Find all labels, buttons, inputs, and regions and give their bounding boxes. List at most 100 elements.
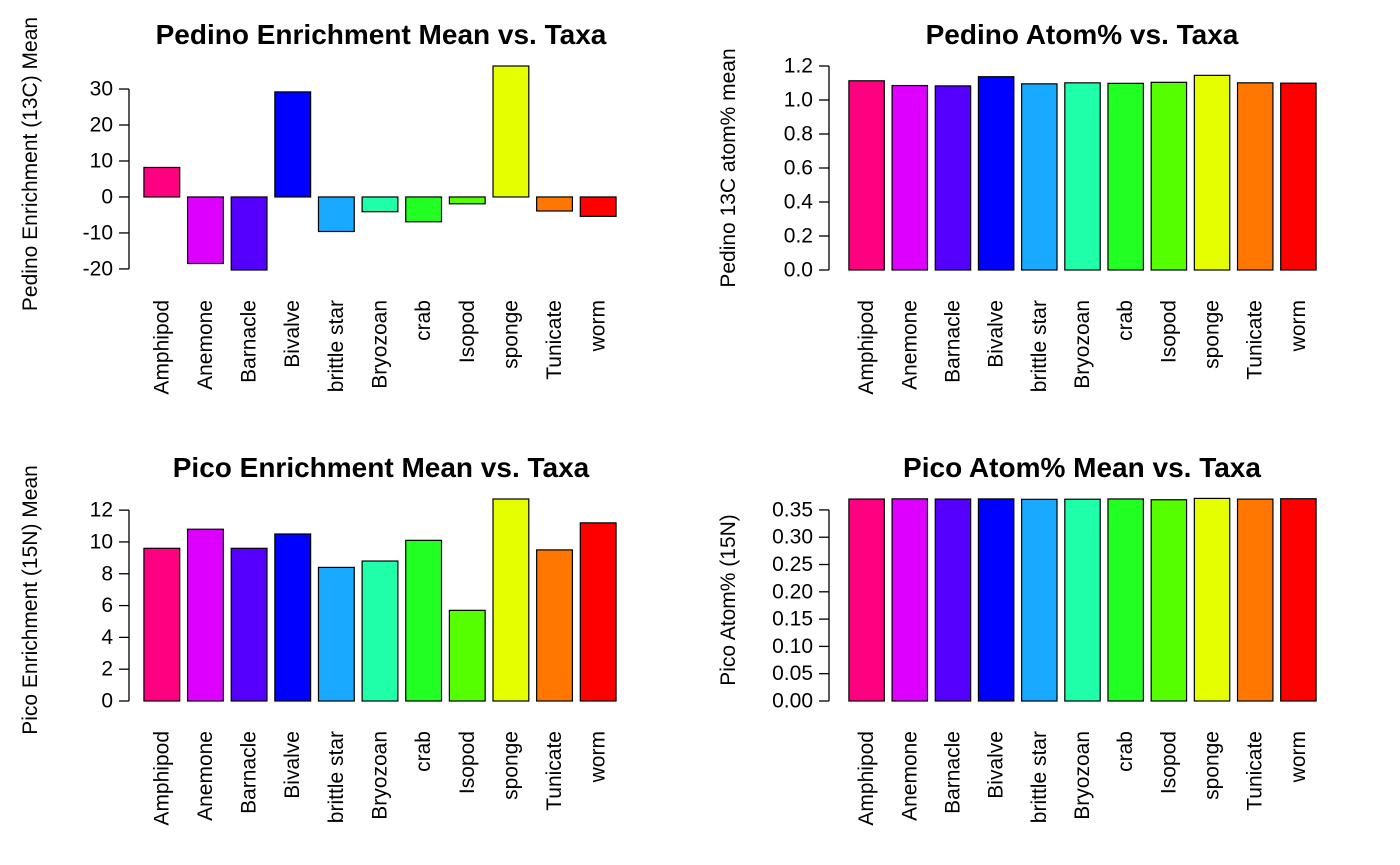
x-category-label: Barnacle: [238, 300, 261, 383]
bar-worm: [579, 522, 617, 702]
x-category-label: Tunicate: [543, 300, 566, 380]
chart-panel-1: Pedino Enrichment Mean vs. Taxa Pedino En…: [19, 17, 617, 395]
y-tick-label: 0.20: [772, 580, 813, 603]
y-tick-label: 4: [101, 626, 113, 649]
y-tick-label: 0.2: [784, 225, 813, 248]
chart-title: Pico Atom% Mean vs. Taxa: [903, 452, 1261, 483]
bar-isopod: [448, 609, 486, 702]
x-category-label: crab: [412, 731, 435, 772]
y-tick-label: -20: [83, 257, 113, 280]
chart-panel-2: Pedino Atom% vs. Taxa Pedino 13C atom% me…: [717, 19, 1317, 395]
x-category-label: Barnacle: [941, 731, 964, 814]
y-tick-label: 0.35: [772, 498, 813, 521]
y-tick-label: 1.2: [784, 55, 813, 78]
bar-tunicate: [536, 549, 574, 702]
bar-barnacle: [934, 498, 972, 702]
x-category-label: Anemone: [898, 731, 921, 821]
x-category-label: crab: [412, 300, 435, 341]
y-tick-label: 8: [101, 562, 113, 585]
y-tick-label: 10: [90, 530, 113, 553]
y-tick-label: 0.00: [772, 690, 813, 713]
bar-brittle-star: [1021, 83, 1058, 271]
x-category-label: Bivalve: [281, 300, 304, 368]
bar-bryozoan: [1064, 498, 1101, 702]
y-tick-label: 0.15: [772, 608, 813, 631]
x-category-label: worm: [587, 731, 610, 783]
bar-brittle-star: [317, 566, 355, 702]
x-category-label: Isopod: [456, 731, 479, 794]
x-category-label: Bryozoan: [1071, 300, 1094, 389]
x-category-label: Bivalve: [985, 300, 1008, 368]
x-category-label: Anemone: [194, 731, 217, 821]
bar-amphipod: [848, 80, 885, 271]
x-category-label: Amphipod: [150, 731, 173, 826]
y-tick-label: 0.4: [784, 191, 814, 214]
chart-title: Pedino Enrichment Mean vs. Taxa: [156, 19, 607, 50]
bar-barnacle: [230, 547, 268, 702]
y-axis-title: Pedino 13C atom% mean: [717, 48, 740, 287]
bar-bryozoan: [1064, 82, 1101, 271]
x-category-label: brittle star: [1028, 300, 1051, 392]
x-category-label: crab: [1114, 731, 1137, 772]
x-category-label: crab: [1114, 300, 1137, 341]
bar-tunicate: [536, 196, 574, 212]
bar-isopod: [1150, 499, 1188, 702]
y-axis-title: Pico Enrichment (15N) Mean: [19, 465, 42, 735]
y-axis-title: Pico Atom% (15N): [717, 514, 740, 686]
y-tick-label: 0.10: [772, 635, 813, 658]
x-category-label: Bryozoan: [1071, 731, 1094, 820]
x-category-label: worm: [587, 300, 610, 352]
x-category-label: Bryozoan: [369, 731, 392, 820]
chart-title: Pico Enrichment Mean vs. Taxa: [173, 452, 590, 483]
bar-bivalve: [274, 533, 312, 702]
y-tick-label: 1.0: [784, 89, 813, 112]
x-category-label: Tunicate: [543, 731, 566, 811]
x-category-label: Amphipod: [855, 731, 878, 826]
y-tick-label: 0.0: [784, 259, 813, 282]
bar-anemone: [186, 528, 224, 702]
x-category-label: brittle star: [325, 300, 348, 392]
bar-tunicate: [1236, 498, 1274, 702]
bar-crab: [1107, 82, 1144, 271]
bar-sponge: [1193, 74, 1231, 271]
x-category-label: sponge: [499, 731, 522, 800]
y-tick-label: 0: [101, 185, 113, 208]
bar-bivalve: [977, 76, 1015, 271]
bar-crab: [405, 539, 443, 702]
bar-worm: [1280, 498, 1317, 702]
bar-barnacle: [934, 85, 972, 271]
bar-worm: [1280, 82, 1317, 271]
x-category-label: Barnacle: [238, 731, 261, 814]
bar-anemone: [186, 196, 224, 265]
x-category-label: sponge: [499, 300, 522, 369]
bar-anemone: [891, 84, 929, 271]
bar-brittle-star: [317, 196, 355, 233]
bar-sponge: [492, 65, 530, 198]
chart-title: Pedino Atom% vs. Taxa: [926, 19, 1239, 50]
bar-amphipod: [848, 498, 885, 702]
y-tick-label: -10: [83, 221, 113, 244]
bar-brittle-star: [1021, 498, 1058, 702]
x-category-label: Tunicate: [1244, 300, 1267, 380]
x-category-label: worm: [1287, 300, 1310, 352]
x-category-label: Anemone: [898, 300, 921, 390]
bar-worm: [579, 196, 617, 217]
x-category-label: Tunicate: [1244, 731, 1267, 811]
y-axis-title: Pedino Enrichment (13C) Mean: [19, 17, 42, 311]
bar-tunicate: [1236, 82, 1274, 271]
bar-crab: [405, 196, 443, 223]
x-category-label: Amphipod: [855, 300, 878, 395]
x-category-label: Isopod: [456, 300, 479, 363]
bar-bivalve: [274, 91, 312, 198]
x-category-label: Amphipod: [150, 300, 173, 395]
y-tick-label: 2: [101, 658, 113, 681]
y-tick-label: 20: [90, 114, 113, 137]
x-category-label: Barnacle: [941, 300, 964, 383]
x-category-label: brittle star: [325, 731, 348, 823]
bar-bryozoan: [361, 560, 399, 702]
x-category-label: Bivalve: [281, 731, 304, 799]
y-tick-label: 0.8: [784, 123, 813, 146]
y-tick-label: 30: [90, 78, 113, 101]
bar-crab: [1107, 498, 1144, 702]
y-tick-label: 0.6: [784, 157, 813, 180]
